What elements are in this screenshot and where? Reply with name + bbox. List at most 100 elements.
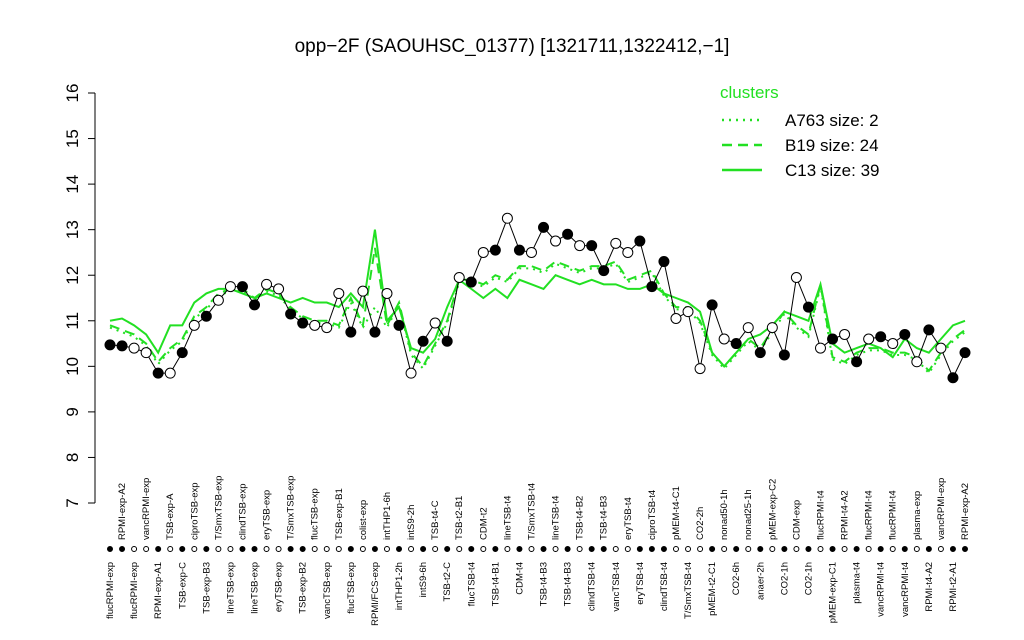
- x-tick-label: vancTSB-t4: [611, 562, 622, 612]
- data-point: [899, 328, 911, 340]
- data-point: [875, 331, 887, 343]
- y-tick-label: 9: [63, 407, 82, 416]
- sample-marker: [480, 546, 487, 552]
- sample-marker: [793, 546, 800, 552]
- data-point: [188, 319, 200, 331]
- data-point: [429, 317, 441, 329]
- x-tick-label: TSB-t4-B3: [563, 562, 574, 606]
- x-tick-label: RPMI-t4-A2: [924, 562, 935, 612]
- x-tick-label: flucRPMI-t4: [864, 490, 875, 540]
- data-point: [694, 363, 706, 375]
- x-tick-label: TSB-exp-A: [165, 493, 176, 540]
- sample-marker: [444, 546, 451, 552]
- y-tick-label: 12: [63, 266, 82, 285]
- profile-line: [109, 216, 966, 379]
- x-tick-label: flucTSB-exp: [310, 488, 321, 540]
- data-point: [887, 338, 899, 350]
- sample-marker: [299, 546, 306, 552]
- sample-marker: [359, 546, 366, 552]
- legend-label: A763 size: 2: [785, 111, 879, 130]
- sample-marker: [697, 546, 704, 552]
- sample-marker: [817, 546, 824, 552]
- x-tick-label: T/SmxTSB-t4: [526, 483, 537, 540]
- x-tick-label: vancRPMI-t4: [900, 562, 911, 617]
- x-tick-label: CDM-exp: [791, 500, 802, 540]
- data-point: [236, 281, 248, 293]
- data-point: [345, 326, 357, 338]
- data-point: [550, 235, 562, 247]
- x-tick-label: flucRPMI-t4: [815, 490, 826, 540]
- x-tick-label: intS9-6h: [418, 562, 429, 597]
- sample-marker: [709, 546, 716, 552]
- x-tick-label: vancRPMI-t4: [876, 562, 887, 617]
- data-point: [730, 338, 742, 350]
- sample-marker: [588, 546, 595, 552]
- x-tick-label: lineTSB-exp: [225, 562, 236, 614]
- sample-marker: [721, 546, 728, 552]
- x-tick-label: pMEM-t4-C1: [671, 486, 682, 540]
- x-tick-label: RPMI-t4-A2: [840, 490, 851, 540]
- y-tick-label: 16: [63, 84, 82, 103]
- cluster-line: [109, 262, 966, 375]
- data-point: [489, 244, 501, 256]
- data-point: [947, 372, 959, 384]
- data-point: [586, 240, 598, 252]
- data-point: [682, 306, 694, 318]
- data-point: [261, 278, 273, 290]
- x-tick-label: TSB-exp-B3: [201, 562, 212, 614]
- data-point: [309, 319, 321, 331]
- x-tick-label: TSB-exp-B1: [334, 488, 345, 540]
- x-tick-label: plasma-t4: [852, 562, 863, 604]
- x-tick-label: lineTSB-t4: [502, 496, 513, 540]
- x-tick-label: eryTSB-exp: [262, 490, 273, 540]
- data-point: [393, 319, 405, 331]
- sample-marker: [949, 546, 956, 552]
- x-tick-label: vancTSB-exp: [322, 562, 333, 619]
- x-tick-label: intTHP1-2h: [394, 562, 405, 610]
- x-tick-label: CDM-t2: [478, 507, 489, 540]
- sample-marker: [540, 546, 547, 552]
- x-tick-label: eryTSB-exp: [274, 562, 285, 612]
- sample-marker: [468, 546, 475, 552]
- sample-marker: [191, 546, 198, 552]
- x-tick-label: T/SmxTSB-exp: [213, 476, 224, 540]
- sample-marker: [504, 546, 511, 552]
- x-tick-label: pMEM-exp-C1: [828, 562, 839, 623]
- data-point: [116, 340, 128, 352]
- data-point: [405, 367, 417, 379]
- x-tick-label: intS9-2h: [406, 505, 417, 540]
- data-point: [441, 335, 453, 347]
- data-point: [152, 367, 164, 379]
- data-point: [513, 244, 525, 256]
- x-tick-label: CO2-1h: [803, 562, 814, 595]
- data-point: [200, 310, 212, 322]
- y-tick-label: 15: [63, 129, 82, 148]
- data-point: [839, 328, 851, 340]
- data-point: [851, 356, 863, 368]
- sample-marker: [492, 546, 499, 552]
- sample-marker: [516, 546, 523, 552]
- sample-marker: [636, 546, 643, 552]
- data-point: [778, 349, 790, 361]
- sample-marker: [335, 546, 342, 552]
- sample-marker: [107, 546, 113, 552]
- y-tick-label: 14: [63, 175, 82, 194]
- data-point: [453, 272, 465, 283]
- sample-marker: [408, 546, 415, 552]
- sample-marker: [901, 546, 908, 552]
- cluster-line: [109, 247, 966, 373]
- x-tick-label: ciproTSB-exp: [189, 482, 200, 540]
- legend-title: clusters: [720, 83, 779, 102]
- x-tick-label: eryTSB-t4: [623, 497, 634, 540]
- data-point: [381, 287, 393, 299]
- sample-marker: [143, 546, 150, 552]
- x-tick-label: vancRPMI-exp: [141, 478, 152, 540]
- data-point: [321, 322, 333, 334]
- chart-title: opp−2F (SAOUHSC_01377) [1321711,1322412,…: [295, 36, 730, 57]
- cluster-line: [109, 229, 966, 368]
- legend-label: B19 size: 24: [785, 136, 879, 155]
- data-point: [827, 333, 839, 345]
- sample-marker: [179, 546, 186, 552]
- sample-marker: [624, 546, 631, 552]
